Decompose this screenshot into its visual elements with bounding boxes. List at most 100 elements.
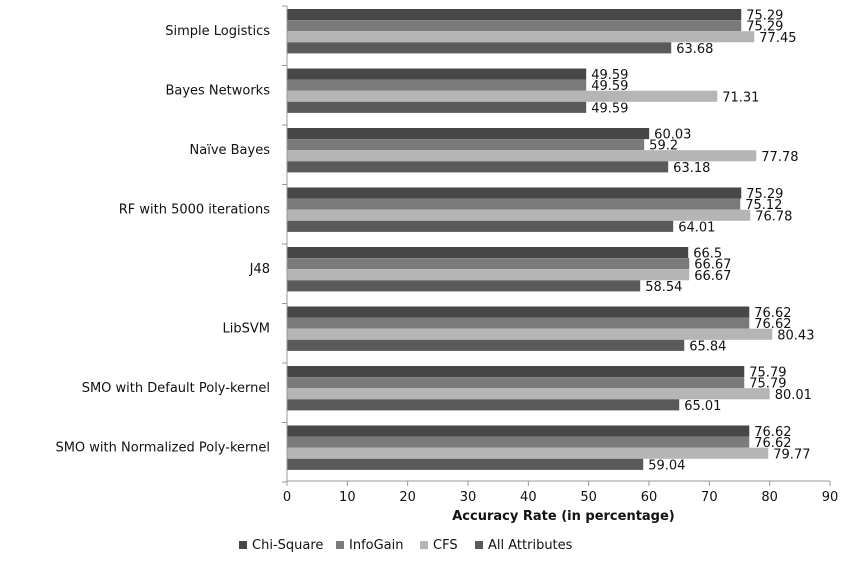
bar [287,247,689,259]
legend-swatch [239,541,247,549]
data-label: 66.67 [694,269,731,284]
data-label: 76.62 [754,317,791,332]
data-label: 80.01 [775,388,812,403]
data-label: 76.62 [754,436,791,451]
bar [287,31,755,43]
data-label: 49.59 [591,79,628,94]
data-label: 76.78 [755,209,792,224]
bar [287,139,645,151]
bar [287,328,773,340]
category-label: RF with 5000 iterations [119,203,270,218]
legend-item: InfoGain [336,538,404,553]
data-label: 59.04 [648,458,685,473]
x-tick-label: 50 [580,490,597,505]
bar [287,377,745,389]
data-label: 75.29 [746,20,783,35]
bar [287,128,650,140]
legend-label: All Attributes [488,538,573,553]
bar [287,425,750,437]
legend-item: CFS [420,538,458,553]
category-label: Simple Logistics [165,24,270,39]
bar [287,198,741,210]
x-tick-label: 70 [701,490,718,505]
legend-label: InfoGain [349,538,404,553]
data-label: 65.84 [689,339,726,354]
bar [287,209,751,221]
bar [287,269,690,281]
data-label: 60.03 [654,128,691,143]
data-label: 63.68 [676,42,713,57]
data-label: 76.62 [754,425,791,440]
category-label: Naïve Bayes [190,143,271,158]
legend-swatch [475,541,483,549]
data-labels-group: 75.2975.2977.4563.6849.5949.5971.3149.59… [591,9,814,474]
bar [287,458,644,470]
bar [287,79,587,91]
x-tick-label: 40 [520,490,537,505]
x-tick-label: 10 [339,490,356,505]
category-label: SMO with Default Poly-kernel [82,381,270,396]
bar [287,68,587,80]
legend-item: Chi-Square [239,538,323,553]
bar [287,447,769,459]
bar [287,101,587,113]
x-tick-label: 60 [641,490,658,505]
data-label: 77.45 [759,31,796,46]
data-label: 76.62 [754,306,791,321]
category-label: Bayes Networks [165,84,270,99]
bar [287,42,672,54]
bar [287,161,669,173]
x-tick-label: 0 [283,490,291,505]
bar [287,20,742,32]
data-label: 66.67 [694,258,731,273]
bar [287,436,750,448]
data-label: 75.29 [746,9,783,24]
legend-label: CFS [433,538,458,553]
x-tick-label: 80 [761,490,778,505]
category-label: LibSVM [223,322,270,337]
data-label: 79.77 [773,447,810,462]
bar [287,388,770,400]
data-label: 75.29 [746,187,783,202]
bar [287,150,757,162]
data-label: 80.43 [777,328,814,343]
data-label: 66.5 [693,247,722,262]
data-label: 75.79 [749,377,786,392]
bar [287,280,641,292]
legend-swatch [336,541,344,549]
bars-group [287,9,773,470]
bar [287,399,680,411]
data-label: 49.59 [591,101,628,116]
bar [287,339,685,351]
x-tick-label: 30 [460,490,477,505]
bar [287,220,674,232]
bar [287,317,750,329]
data-label: 64.01 [678,220,715,235]
x-axis-title: Accuracy Rate (in percentage) [452,509,675,524]
bar [287,90,718,102]
x-tick-label: 90 [822,490,839,505]
bar [287,9,742,21]
category-label: J48 [249,262,270,277]
data-label: 75.12 [745,198,782,213]
data-label: 58.54 [645,280,682,295]
bar [287,306,750,318]
data-label: 77.78 [761,150,798,165]
legend-item: All Attributes [475,538,573,553]
category-labels-group: Simple Logistics Bayes Networks Naïve Baye… [55,24,270,456]
category-label: SMO with Normalized Poly-kernel [55,441,270,456]
x-tick-label: 20 [399,490,416,505]
data-label: 71.31 [722,90,759,105]
data-label: 49.59 [591,68,628,83]
data-label: 59.2 [649,139,678,154]
bar [287,258,690,270]
legend-label: Chi-Square [252,538,323,553]
data-label: 65.01 [684,399,721,414]
x-ticks-group: 0 10 20 30 40 50 60 70 80 90 [282,5,839,505]
legend: Chi-Square InfoGain CFS All Attributes [239,538,573,553]
bar [287,187,742,199]
data-label: 63.18 [673,161,710,176]
legend-swatch [420,541,428,549]
bar [287,366,745,378]
